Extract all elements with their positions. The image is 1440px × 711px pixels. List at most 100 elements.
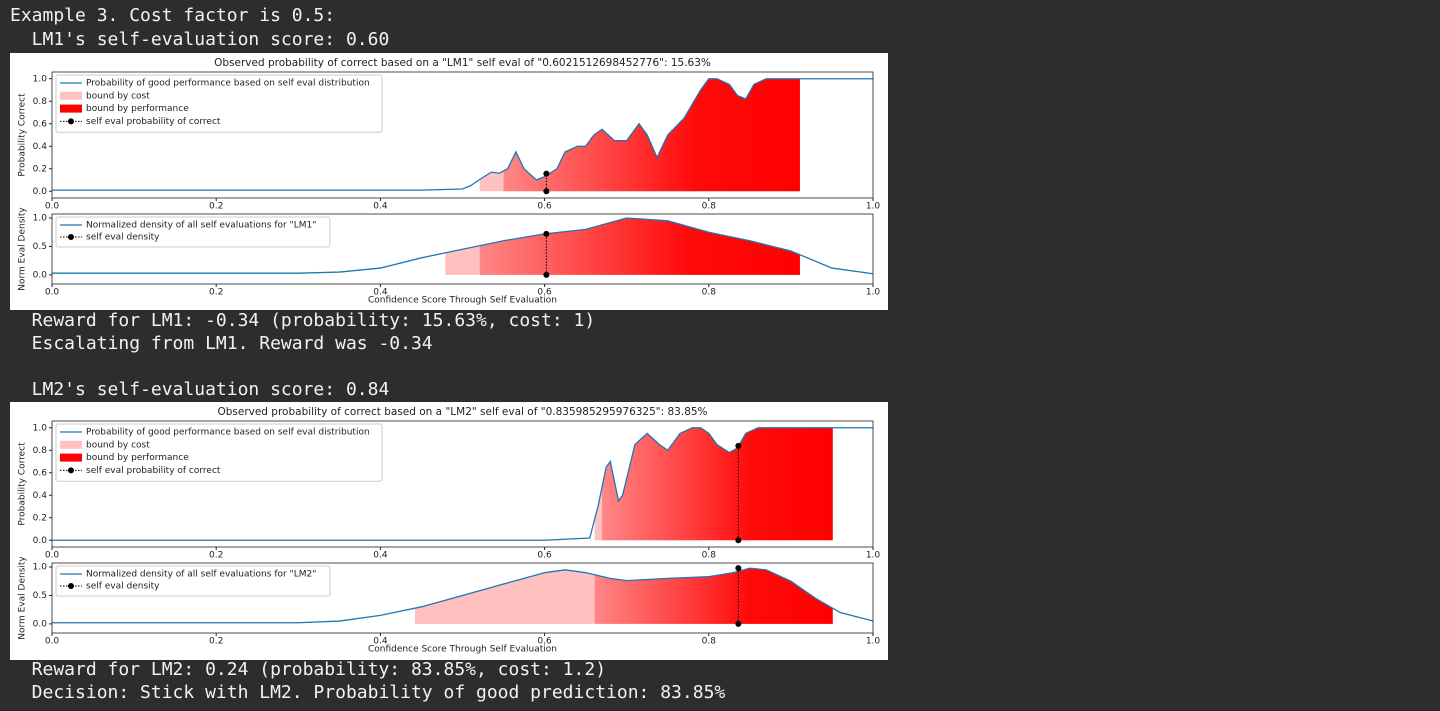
legend-patch [60, 104, 82, 113]
terminal-line: Reward for LM2: 0.24 (probability: 83.85… [10, 659, 606, 680]
y-tick-label: 0.8 [33, 446, 48, 456]
legend-patch [60, 453, 82, 462]
curve [52, 217, 874, 275]
legend-label: Normalized density of all self evaluatio… [86, 221, 316, 231]
x-tick-label: 0.2 [209, 202, 223, 212]
bound-fill [479, 217, 800, 275]
y-tick-label: 1.0 [33, 423, 48, 433]
y-tick-label: 0.6 [33, 468, 48, 478]
legend-label: self eval density [86, 582, 160, 592]
chart: Observed probability of correct based on… [18, 406, 881, 561]
y-tick-label: 0.5 [33, 242, 47, 252]
y-tick-label: 0.4 [33, 142, 48, 152]
legend-label: Probability of good performance based on… [86, 428, 370, 438]
x-tick-label: 1.0 [866, 637, 881, 647]
y-tick-label: 0.6 [33, 119, 48, 129]
y-tick-label: 0.8 [33, 97, 48, 107]
marker-dot [735, 565, 742, 572]
axes-frame [51, 420, 874, 548]
legend-label: self eval probability of correct [86, 466, 221, 476]
x-tick-label: 0.4 [373, 288, 388, 298]
y-axis-label: Norm Eval Density [18, 207, 28, 291]
legend-label: bound by cost [86, 91, 150, 101]
x-tick-label: 0.6 [537, 637, 552, 647]
legend-label: self eval density [86, 233, 160, 243]
legend-box [55, 74, 383, 133]
legend-label: Normalized density of all self evaluatio… [86, 570, 316, 580]
y-tick-label: 1.0 [33, 562, 48, 572]
legend-dot [68, 467, 74, 474]
marker-dot [735, 442, 742, 449]
marker-dot [543, 230, 550, 237]
x-tick-label: 1.0 [866, 202, 881, 212]
legend-label: Probability of good performance based on… [86, 79, 370, 89]
chart-title: Observed probability of correct based on… [214, 57, 711, 69]
y-axis-label: Probability Correct [18, 442, 28, 526]
curve [52, 427, 873, 541]
x-tick-label: 0.4 [373, 202, 388, 212]
x-tick-label: 0.0 [45, 202, 60, 212]
x-tick-label: 0.0 [45, 288, 60, 298]
x-tick-label: 0.4 [373, 551, 388, 561]
y-axis-label: Probability Correct [18, 93, 28, 177]
marker-dot [543, 271, 550, 278]
chart: Norm Eval Density Confidence Score Throug… [18, 556, 881, 655]
bound-fill [503, 78, 800, 192]
legend-box [55, 423, 383, 482]
x-axis-label: Confidence Score Through Self Evaluation [368, 645, 557, 655]
axes-frame [51, 71, 874, 199]
x-tick-label: 0.2 [209, 288, 223, 298]
legend-label: self eval probability of correct [86, 117, 221, 127]
x-tick-label: 0.6 [537, 202, 552, 212]
axes-frame [51, 562, 874, 634]
y-axis-label: Norm Eval Density [18, 556, 28, 640]
x-axis-label: Confidence Score Through Self Evaluation [368, 296, 557, 306]
curve [52, 567, 874, 624]
chart: Norm Eval Density Confidence Score Throug… [18, 207, 881, 306]
terminal-line: Escalating from LM1. Reward was -0.34 [10, 333, 433, 354]
x-tick-label: 0.0 [45, 637, 60, 647]
legend-box [55, 216, 331, 248]
marker-dot [543, 188, 550, 195]
legend-patch [60, 91, 82, 100]
bound-fill [602, 427, 833, 541]
bound-fill [594, 568, 833, 624]
x-tick-label: 0.2 [209, 637, 223, 647]
y-tick-label: 0.0 [33, 187, 48, 197]
marker-dot [543, 170, 550, 177]
marker-dot [735, 620, 742, 627]
legend-box [55, 565, 331, 597]
chart-title: Observed probability of correct based on… [217, 406, 707, 418]
curve [52, 78, 873, 191]
legend-label: bound by performance [86, 453, 189, 463]
legend-dot [68, 234, 74, 240]
x-tick-label: 0.8 [702, 288, 717, 298]
terminal-line: LM1's self-evaluation score: 0.60 [10, 29, 389, 50]
y-tick-label: 0.0 [33, 270, 48, 280]
y-tick-label: 1.0 [33, 74, 48, 84]
x-tick-label: 0.6 [537, 288, 552, 298]
marker-dot [735, 537, 742, 544]
legend-dot [68, 118, 74, 125]
y-tick-label: 0.4 [33, 491, 48, 501]
x-tick-label: 0.6 [537, 551, 552, 561]
y-tick-label: 0.2 [33, 513, 47, 523]
x-tick-label: 0.8 [702, 202, 717, 212]
x-tick-label: 0.8 [702, 551, 717, 561]
legend-dot [68, 583, 74, 589]
x-tick-label: 0.4 [373, 637, 388, 647]
y-tick-label: 0.0 [33, 619, 48, 629]
x-tick-label: 1.0 [866, 551, 881, 561]
terminal-line: Example 3. Cost factor is 0.5: [10, 5, 335, 26]
terminal-line: LM2's self-evaluation score: 0.84 [10, 379, 389, 400]
x-tick-label: 0.0 [45, 551, 60, 561]
y-tick-label: 0.5 [33, 591, 47, 601]
legend-label: bound by cost [86, 440, 150, 450]
terminal-line: Decision: Stick with LM2. Probability of… [10, 682, 725, 703]
axes-frame [51, 213, 874, 285]
chart: Observed probability of correct based on… [18, 57, 881, 212]
legend-patch [60, 440, 82, 449]
x-tick-label: 1.0 [866, 288, 881, 298]
y-tick-label: 0.0 [33, 536, 48, 546]
